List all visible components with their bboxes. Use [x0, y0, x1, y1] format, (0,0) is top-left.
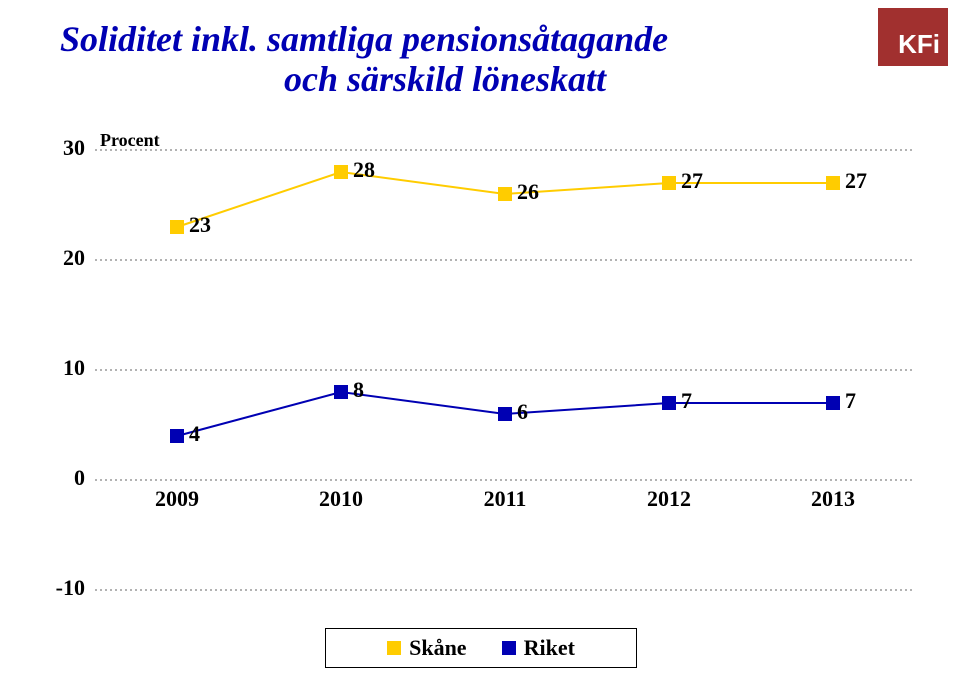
label-skane-3: 27 [681, 168, 703, 193]
marker-skane-1 [334, 165, 348, 179]
xtick-2010: 2010 [319, 486, 363, 511]
title-line-2: och särskild löneskatt [60, 60, 830, 100]
title-line-1: Soliditet inkl. samtliga pensionsåtagand… [60, 19, 668, 59]
x-ticks: 2009 2010 2011 2012 2013 [155, 486, 855, 511]
marker-skane-3 [662, 176, 676, 190]
legend-label-skane: Skåne [409, 635, 466, 661]
label-skane-4: 27 [845, 168, 867, 193]
legend-marker-skane [387, 641, 401, 655]
marker-skane-2 [498, 187, 512, 201]
series-riket: 4 8 6 7 7 [170, 377, 856, 446]
chart-title: Soliditet inkl. samtliga pensionsåtagand… [60, 20, 830, 99]
label-riket-2: 6 [517, 399, 528, 424]
label-riket-3: 7 [681, 388, 692, 413]
legend: Skåne Riket [325, 628, 637, 668]
chart-area: Procent 30 20 10 0 -10 2009 2010 2011 20… [45, 130, 925, 610]
line-chart: 30 20 10 0 -10 2009 2010 2011 2012 2013 … [45, 130, 925, 610]
marker-riket-1 [334, 385, 348, 399]
label-riket-4: 7 [845, 388, 856, 413]
label-skane-0: 23 [189, 212, 211, 237]
legend-label-riket: Riket [524, 635, 575, 661]
xtick-2011: 2011 [484, 486, 527, 511]
ytick-0: 0 [74, 465, 85, 490]
marker-skane-4 [826, 176, 840, 190]
label-skane-2: 26 [517, 179, 539, 204]
marker-riket-3 [662, 396, 676, 410]
legend-marker-riket [502, 641, 516, 655]
xtick-2009: 2009 [155, 486, 199, 511]
kfi-logo: KFi [878, 8, 948, 66]
label-skane-1: 28 [353, 157, 375, 182]
marker-riket-4 [826, 396, 840, 410]
marker-riket-2 [498, 407, 512, 421]
xtick-2012: 2012 [647, 486, 691, 511]
ytick-10: 10 [63, 355, 85, 380]
marker-riket-0 [170, 429, 184, 443]
legend-item-riket: Riket [502, 635, 575, 661]
xtick-2013: 2013 [811, 486, 855, 511]
gridlines [95, 150, 915, 590]
label-riket-0: 4 [189, 421, 200, 446]
label-riket-1: 8 [353, 377, 364, 402]
ytick--10: -10 [56, 575, 85, 600]
ytick-30: 30 [63, 135, 85, 160]
logo-text: KFi [898, 29, 940, 60]
ytick-20: 20 [63, 245, 85, 270]
y-ticks: 30 20 10 0 -10 [56, 135, 85, 600]
series-skane: 23 28 26 27 27 [170, 157, 867, 237]
marker-skane-0 [170, 220, 184, 234]
legend-item-skane: Skåne [387, 635, 466, 661]
